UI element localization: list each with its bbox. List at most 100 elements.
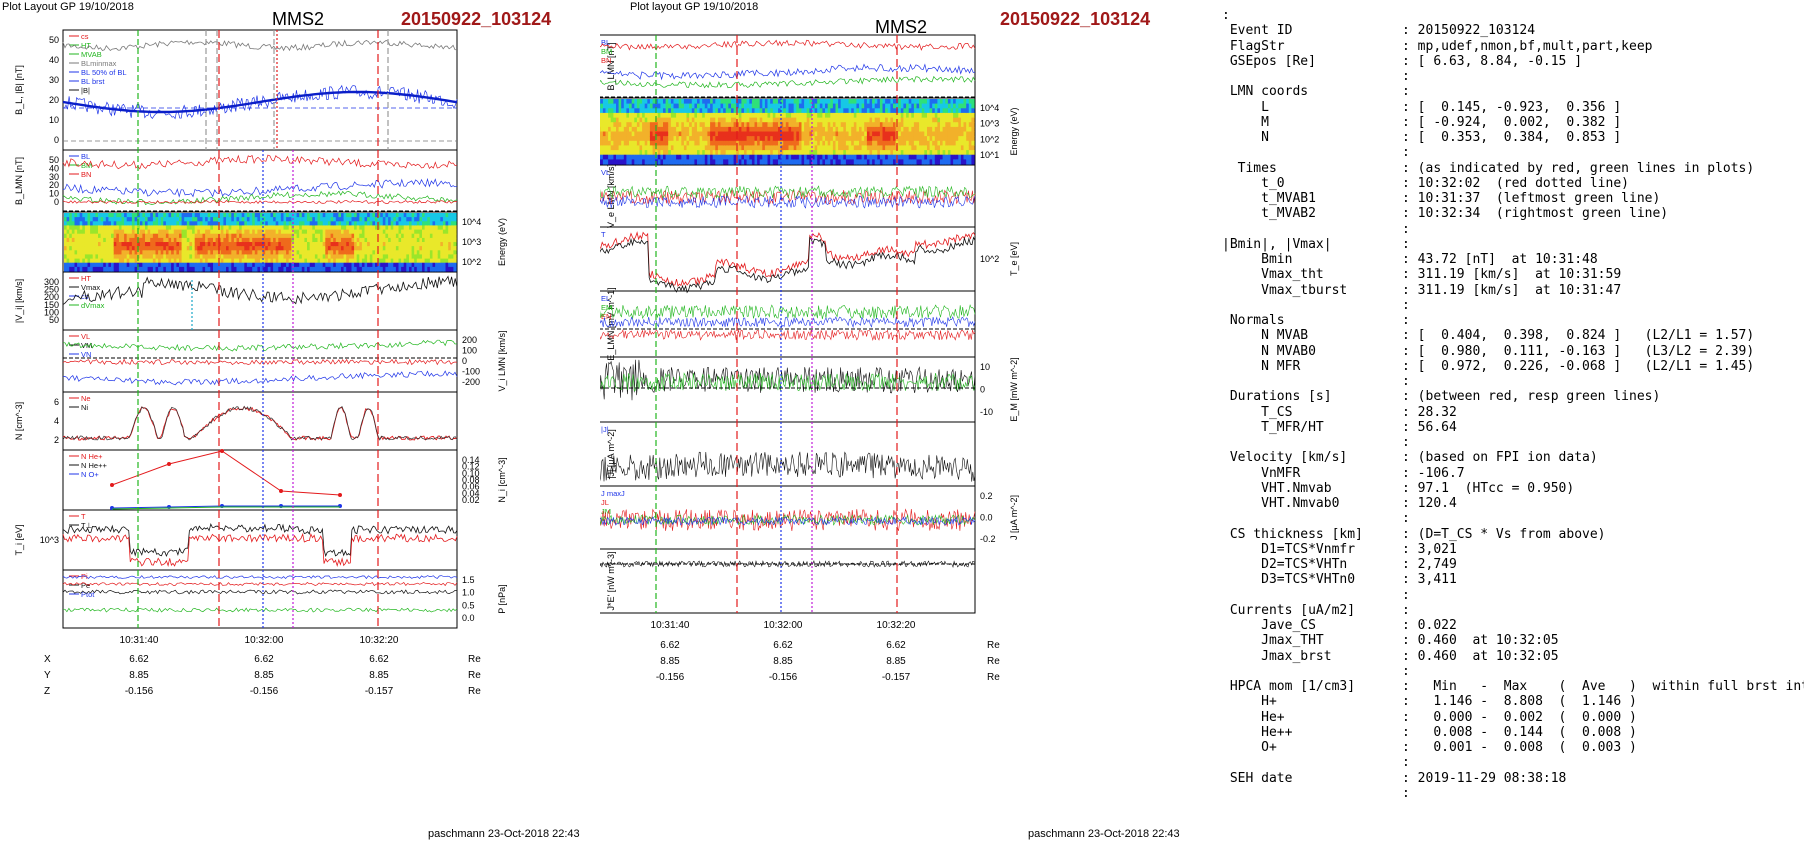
heatmap-cell [913,131,918,137]
heatmap-cell [874,150,878,156]
heatmap-cell [312,229,316,235]
heatmap-cell [296,250,300,255]
heatmap-cell [610,126,614,133]
heatmap-cell [309,246,313,251]
heatmap-cell [348,233,353,239]
heatmap-cell [194,233,198,239]
heatmap-cell [689,126,693,133]
heatmap-cell [105,266,109,272]
heatmap-cell [126,262,130,268]
heatmap-cell [877,103,881,109]
heatmap-cell [403,250,407,255]
heatmap-cell [785,103,789,109]
heatmap-cell [806,103,810,109]
heatmap-cell [647,108,651,114]
heatmap-cell [738,131,742,137]
heatmap-cell [647,136,651,142]
heatmap-cell [382,233,386,239]
y-tick-label: 10^2 [980,134,999,144]
heatmap-cell [652,108,656,114]
heatmap-cell [395,233,400,239]
heatmap-cell [249,225,253,231]
heatmap-cell [744,140,748,146]
heatmap-cell [681,103,685,109]
heatmap-cell [359,242,363,247]
heatmap-cell [236,266,240,272]
summary-line: Currents [uA/m2] : [1222,602,1410,618]
heatmap-cell [137,242,141,247]
heatmap-cell [639,145,643,151]
heatmap-cell [642,136,646,142]
heatmap-cell [401,266,405,272]
heatmap-cell [838,150,842,156]
heatmap-cell [77,213,81,218]
heatmap-cell [254,229,258,235]
heatmap-cell [351,225,355,231]
heatmap-cell [385,217,389,222]
heatmap-cell [728,131,732,137]
heatmap-cell [173,250,177,255]
heatmap-cell [725,117,729,123]
heatmap-cell [605,103,609,109]
heatmap-cell [267,262,271,268]
heatmap-cell [139,266,143,272]
heatmap-cell [814,117,818,123]
heatmap-cell [223,262,227,268]
heatmap-cell [361,237,366,243]
heatmap-cell [158,266,162,272]
heatmap-cell [731,108,735,114]
heatmap-cell [147,250,151,255]
heatmap-cell [798,108,803,114]
heatmap-cell [77,237,81,243]
heatmap-cell [634,126,638,133]
heatmap-cell [731,112,735,119]
heatmap-cell [427,221,431,226]
heatmap-cell [937,99,941,105]
heatmap-cell [207,229,211,235]
heatmap-cell [751,159,756,165]
heatmap-cell [179,225,183,231]
heatmap-cell [697,159,701,165]
heatmap-cell [317,221,321,226]
heatmap-cell [231,242,235,247]
heatmap-cell [864,117,868,123]
y-axis-label: J*E' [nW m^-3] [606,552,616,611]
heatmap-cell [199,258,204,264]
heatmap-cell [634,117,638,123]
heatmap-cell [934,99,938,105]
y-tick-label: 10^3 [40,535,59,545]
heatmap-cell [848,150,852,156]
heatmap-cell [411,213,415,218]
heatmap-cell [205,229,209,235]
heatmap-cell [908,150,912,156]
heatmap-cell [304,258,308,264]
heatmap-cell [116,221,120,226]
heatmap-cell [900,145,904,151]
heatmap-cell [783,126,787,133]
heatmap-cell [129,229,133,235]
heatmap-cell [764,126,769,133]
heatmap-cell [213,213,217,218]
heatmap-cell [798,122,803,128]
heatmap-cell [361,233,366,239]
heatmap-cell [267,225,271,231]
heatmap-cell [798,112,803,119]
legend-entry: BLminmax [81,59,117,68]
heatmap-cell [924,112,928,119]
heatmap-cell [369,254,373,260]
heatmap-cell [621,108,625,114]
heatmap-cell [801,112,805,119]
heatmap-cell [301,266,305,272]
heatmap-cell [845,159,850,165]
y-tick-label: 0.0 [462,613,475,623]
heatmap-cell [354,262,358,268]
heatmap-cell [414,250,418,255]
heatmap-cell [694,103,698,109]
heatmap-cell [853,126,857,133]
heatmap-cell [393,266,397,272]
heatmap-cell [856,126,860,133]
heatmap-cell [608,159,612,165]
heatmap-cell [163,246,167,251]
heatmap-cell [197,246,201,251]
heatmap-cell [202,254,206,260]
